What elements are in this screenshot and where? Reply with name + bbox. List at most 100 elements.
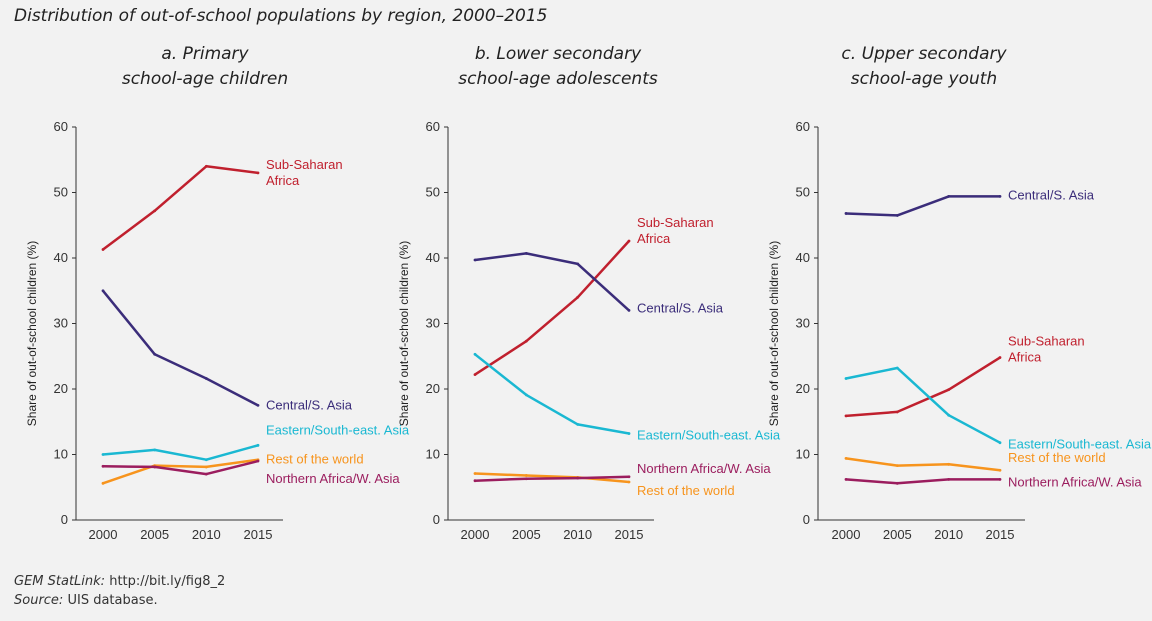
series-label-a-ssa: Sub-Saharan Africa [266,157,343,188]
data-point-c-nawa [998,477,1002,481]
series-line-c-nawa [845,478,1000,485]
data-point-c-ssa [844,414,848,418]
y-tick-label: 40 [426,250,440,265]
y-axis-label: Share of out-of-school children (%) [25,241,39,426]
data-point-c-esea [895,366,899,370]
panel-c-title: c. Upper secondary school-age youth [794,42,1054,92]
data-point-a-row [204,465,208,469]
y-tick-label: 10 [54,447,68,462]
data-point-c-row [895,464,899,468]
data-point-b-esea [524,393,528,397]
y-tick-label: 50 [796,185,810,200]
series-line-c-esea [845,366,1001,444]
data-point-c-row [947,462,951,466]
data-point-b-csa [473,258,477,262]
series-label-b-nawa: Northern Africa/W. Asia [637,461,771,476]
statlink-label: GEM StatLink: [14,574,106,589]
data-point-a-ssa [204,164,208,168]
series-label-c-nawa: Northern Africa/W. Asia [1008,474,1142,489]
x-tick-label: 2010 [934,527,963,542]
y-tick-label: 60 [796,119,810,134]
series-line-a-row [102,458,259,485]
y-tick-label: 40 [796,250,810,265]
data-point-c-row [844,457,848,460]
data-point-a-csa [101,289,105,293]
source-text: UIS database. [67,593,158,608]
figure-title: Distribution of out-of-school population… [14,6,548,26]
y-tick-label: 50 [54,185,68,200]
x-tick-label: 2010 [192,527,221,542]
data-point-b-row [627,480,631,484]
data-point-b-nawa [473,479,477,483]
series-label-b-ssa: Sub-Saharan Africa [637,215,714,246]
data-point-b-esea [473,352,477,356]
y-axis-label: Share of out-of-school children (%) [767,241,781,426]
series-line-a-nawa [102,459,259,476]
y-tick-label: 20 [796,381,810,396]
chart-panel-b: 0 10 20 30 40 50 60 2000 2005 2010 2015 Share of ou… [397,119,781,542]
series-label-a-csa: Central/S. Asia [266,397,353,412]
panel-a-title-line1: a. Primary [161,44,249,64]
data-point-a-ssa [153,209,157,213]
series-line-b-nawa [474,475,630,482]
series-label-a-esea: Eastern/South-east. Asia [266,422,410,437]
data-point-a-nawa [204,472,208,476]
x-tick-label: 2005 [883,527,912,542]
series-line-a-ssa [102,165,259,251]
data-point-b-esea [576,422,580,426]
x-tick-label: 2005 [140,527,169,542]
data-point-a-esea [153,448,157,452]
x-tick-label: 2000 [461,527,490,542]
y-tick-label: 60 [54,119,68,134]
data-point-c-csa [998,195,1002,198]
data-point-a-csa [204,377,208,380]
y-tick-label: 30 [426,316,440,331]
series-line-a-csa [102,290,259,407]
x-tick-label: 2010 [563,527,592,542]
series-label-b-csa: Central/S. Asia [637,300,724,315]
y-tick-label: 0 [433,512,440,527]
data-point-b-ssa [524,339,528,343]
y-tick-label: 60 [426,119,440,134]
y-tick-label: 20 [426,381,440,396]
data-point-c-esea [844,377,848,380]
data-point-b-nawa [576,476,580,480]
data-point-c-nawa [844,477,848,481]
data-point-c-nawa [895,481,899,485]
statlink-url[interactable]: http://bit.ly/fig8_2 [109,574,226,589]
series-label-c-esea: Eastern/South-east. Asia [1008,437,1152,452]
data-point-b-row [524,474,528,477]
y-tick-label: 10 [796,447,810,462]
data-point-c-nawa [947,477,951,481]
data-point-a-nawa [153,465,157,469]
y-tick-label: 30 [54,316,68,331]
panel-c-title-line1: c. Upper secondary [841,44,1007,64]
series-label-b-row: Rest of the world [637,483,735,498]
data-point-c-ssa [947,388,951,392]
data-point-b-csa [524,252,528,255]
x-tick-label: 2000 [89,527,118,542]
x-tick-label: 2015 [986,527,1015,542]
data-point-c-csa [895,214,899,217]
data-point-b-ssa [576,295,580,299]
y-tick-label: 0 [61,512,68,527]
series-label-b-esea: Eastern/South-east. Asia [637,428,781,443]
series-line-c-ssa [845,356,1001,418]
data-point-c-csa [947,195,951,198]
y-tick-label: 0 [803,512,810,527]
data-point-b-nawa [627,475,631,479]
series-line-c-csa [845,195,1000,217]
data-point-c-csa [844,212,848,215]
source-label: Source: [14,593,64,608]
data-point-a-ssa [101,248,105,251]
data-point-b-csa [576,262,580,266]
data-point-c-esea [998,441,1002,445]
y-tick-label: 30 [796,316,810,331]
statlink-line: GEM StatLink: http://bit.ly/fig8_2 [14,574,225,589]
data-point-a-row [101,481,105,485]
data-point-b-row [473,472,477,475]
chart-panel-c: 0 10 20 30 40 50 60 2000 2005 2010 2015 Share of ou… [767,119,1152,542]
x-tick-label: 2015 [244,527,273,542]
panel-b-title-line2: school-age adolescents [458,69,658,89]
